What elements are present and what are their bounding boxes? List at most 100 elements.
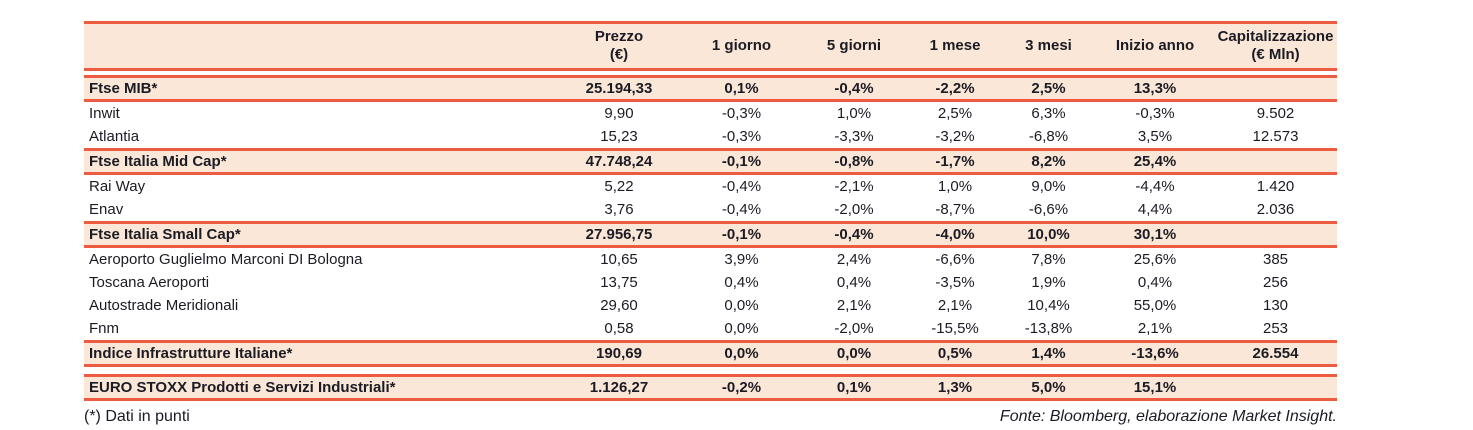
cell-inizio-anno: -4,4% xyxy=(1135,178,1175,195)
cell-inizio-anno: 55,0% xyxy=(1133,297,1177,314)
cell-prezzo: 13,75 xyxy=(600,274,638,291)
index-row-euro-stoxx-prodotti-e-servizi-industriali: EURO STOXX Prodotti e Servizi Industrial… xyxy=(84,374,1337,401)
cell-5-giorni: -0,4% xyxy=(834,226,874,243)
stock-row-aeroporto-guglielmo-marconi-di-bologna: Aeroporto Guglielmo Marconi DI Bologna 1… xyxy=(84,248,1337,271)
index-row-ftse-italia-mid-cap: Ftse Italia Mid Cap* 47.748,24 -0,1% -0,… xyxy=(84,148,1337,175)
cell-1-giorno: -0,3% xyxy=(721,128,762,145)
table-footer: (*) Dati in punti Fonte: Bloomberg, elab… xyxy=(84,408,1337,426)
cell-inizio-anno: -0,3% xyxy=(1135,105,1175,122)
cell-inizio-anno: -13,6% xyxy=(1131,345,1179,362)
cell-3-mesi: 10,4% xyxy=(1027,297,1070,314)
cell-prezzo: 10,65 xyxy=(600,251,638,268)
cell-prezzo: 190,69 xyxy=(596,345,642,362)
cell-5-giorni: -0,4% xyxy=(834,80,874,97)
cell-1-mese: -15,5% xyxy=(931,320,979,337)
cell-1-mese: -6,6% xyxy=(935,251,975,268)
cell-5-giorni: 2,1% xyxy=(836,297,872,314)
cell-1-giorno: 0,0% xyxy=(724,297,759,314)
column-header-inizio-anno: Inizio anno xyxy=(1096,37,1214,55)
index-row-indice-infrastrutture-italiane: Indice Infrastrutture Italiane* 190,69 0… xyxy=(84,340,1337,367)
cell-capitalizzazione: 2.036 xyxy=(1256,201,1295,218)
cell-3-mesi: 1,9% xyxy=(1031,274,1066,291)
cell-prezzo: 0,58 xyxy=(604,320,634,337)
cell-3-mesi: 10,0% xyxy=(1027,226,1070,243)
stock-row-enav: Enav 3,76 -0,4% -2,0% -8,7% -6,6% 4,4% 2… xyxy=(84,198,1337,221)
column-header-3-mesi: 3 mesi xyxy=(1001,37,1096,55)
cell-capitalizzazione: 256 xyxy=(1262,274,1289,291)
source-credit: Fonte: Bloomberg, elaborazione Market In… xyxy=(999,408,1337,425)
column-header-1-giorno: 1 giorno xyxy=(684,37,799,55)
cell-5-giorni: -3,3% xyxy=(834,128,874,145)
cell-5-giorni: -2,0% xyxy=(834,201,874,218)
cell-inizio-anno: 13,3% xyxy=(1133,80,1177,97)
column-header-1-mese: 1 mese xyxy=(909,37,1001,55)
cell-inizio-anno: 25,4% xyxy=(1133,153,1177,170)
cell-3-mesi: 2,5% xyxy=(1031,80,1066,97)
cell-name: Aeroporto Guglielmo Marconi DI Bologna xyxy=(89,251,363,268)
market-data-table: Prezzo (€) 1 giorno 5 giorni 1 mese 3 me… xyxy=(84,21,1337,426)
column-header-prezzo-label: Prezzo xyxy=(594,28,644,45)
cell-5-giorni: -2,0% xyxy=(834,320,874,337)
cell-3-mesi: -6,8% xyxy=(1028,128,1069,145)
cell-3-mesi: 7,8% xyxy=(1031,251,1066,268)
cell-inizio-anno: 3,5% xyxy=(1137,128,1173,145)
cell-3-mesi: 1,4% xyxy=(1031,345,1066,362)
cell-1-giorno: 0,0% xyxy=(724,320,759,337)
cell-name: Indice Infrastrutture Italiane* xyxy=(89,345,293,362)
column-header-1-mese-label: 1 mese xyxy=(929,37,981,54)
cell-1-giorno: -0,1% xyxy=(721,226,762,243)
cell-inizio-anno: 25,6% xyxy=(1133,251,1177,268)
cell-1-giorno: -0,4% xyxy=(721,178,762,195)
cell-prezzo: 15,23 xyxy=(600,128,638,145)
cell-name: Inwit xyxy=(89,105,120,122)
column-header-capitalizzazione-label: Capitalizzazione xyxy=(1217,28,1334,45)
cell-prezzo: 25.194,33 xyxy=(585,80,653,97)
cell-1-mese: 2,1% xyxy=(937,297,973,314)
cell-inizio-anno: 2,1% xyxy=(1137,320,1173,337)
cell-prezzo: 3,76 xyxy=(604,201,634,218)
cell-1-giorno: -0,1% xyxy=(721,153,762,170)
cell-1-mese: -3,2% xyxy=(935,128,975,145)
cell-1-mese: -8,7% xyxy=(935,201,975,218)
cell-inizio-anno: 15,1% xyxy=(1133,379,1177,396)
cell-3-mesi: 9,0% xyxy=(1031,178,1066,195)
cell-name: Toscana Aeroporti xyxy=(89,274,210,291)
stock-row-rai-way: Rai Way 5,22 -0,4% -2,1% 1,0% 9,0% -4,4%… xyxy=(84,175,1337,198)
cell-3-mesi: 6,3% xyxy=(1031,105,1066,122)
cell-inizio-anno: 4,4% xyxy=(1137,201,1173,218)
cell-5-giorni: 0,1% xyxy=(836,379,872,396)
cell-1-giorno: -0,3% xyxy=(721,105,762,122)
column-header-prezzo: Prezzo (€) xyxy=(554,28,684,64)
index-row-ftse-italia-small-cap: Ftse Italia Small Cap* 27.956,75 -0,1% -… xyxy=(84,221,1337,248)
cell-1-mese: -2,2% xyxy=(935,80,975,97)
cell-capitalizzazione: 253 xyxy=(1262,320,1289,337)
stock-row-toscana-aeroporti: Toscana Aeroporti 13,75 0,4% 0,4% -3,5% … xyxy=(84,271,1337,294)
column-header-5-giorni: 5 giorni xyxy=(799,37,909,55)
index-row-ftse-mib: Ftse MIB* 25.194,33 0,1% -0,4% -2,2% 2,5… xyxy=(84,75,1337,102)
cell-1-mese: 2,5% xyxy=(937,105,973,122)
column-header-inizio-anno-label: Inizio anno xyxy=(1115,37,1195,54)
cell-5-giorni: -2,1% xyxy=(834,178,874,195)
cell-5-giorni: -0,8% xyxy=(834,153,874,170)
table-header-row: Prezzo (€) 1 giorno 5 giorni 1 mese 3 me… xyxy=(84,21,1337,71)
cell-1-giorno: 3,9% xyxy=(724,251,759,268)
cell-1-mese: 1,0% xyxy=(937,178,973,195)
cell-name: Rai Way xyxy=(89,178,146,195)
cell-1-giorno: -0,4% xyxy=(721,201,762,218)
cell-name: EURO STOXX Prodotti e Servizi Industrial… xyxy=(89,379,396,396)
cell-name: Ftse Italia Mid Cap* xyxy=(89,153,227,170)
column-header-1-giorno-label: 1 giorno xyxy=(711,37,772,54)
column-header-5-giorni-label: 5 giorni xyxy=(826,37,882,54)
cell-1-mese: -4,0% xyxy=(935,226,975,243)
cell-inizio-anno: 30,1% xyxy=(1133,226,1177,243)
cell-1-giorno: 0,4% xyxy=(724,274,759,291)
cell-3-mesi: 8,2% xyxy=(1031,153,1066,170)
cell-name: Autostrade Meridionali xyxy=(89,297,239,314)
cell-5-giorni: 1,0% xyxy=(836,105,872,122)
cell-1-mese: -3,5% xyxy=(935,274,975,291)
cell-prezzo: 1.126,27 xyxy=(589,379,649,396)
cell-capitalizzazione: 1.420 xyxy=(1256,178,1295,195)
cell-inizio-anno: 0,4% xyxy=(1137,274,1173,291)
column-header-prezzo-unit: (€) xyxy=(609,46,629,63)
